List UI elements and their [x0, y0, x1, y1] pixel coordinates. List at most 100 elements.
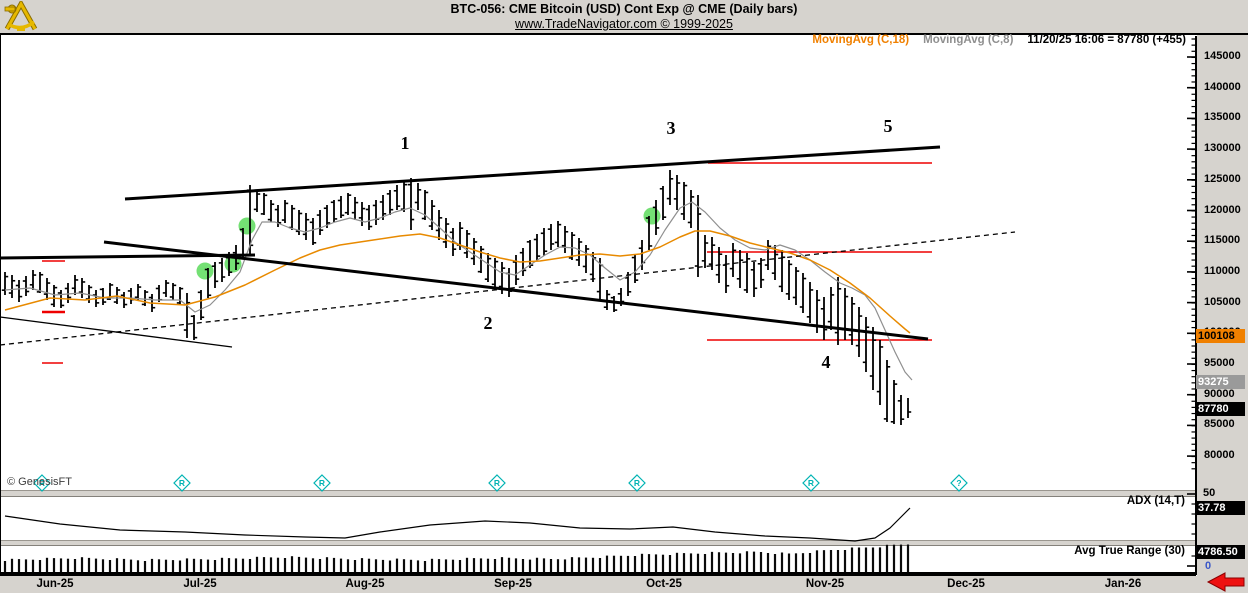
elliott-wave-label: 4: [822, 352, 831, 372]
atr-histogram-bar: [416, 560, 420, 575]
atr-histogram-bar: [829, 550, 833, 575]
atr-histogram-bar: [570, 557, 574, 575]
atr-histogram-bar: [430, 558, 434, 575]
atr-histogram-bar: [164, 559, 168, 575]
elliott-wave-label: 5: [884, 116, 893, 136]
atr-histogram-bar: [444, 559, 448, 575]
adx-value-badge: 37.78: [1196, 501, 1245, 515]
atr-histogram-bar: [577, 557, 581, 575]
trendline-declining-support: [103, 240, 929, 341]
atr-histogram-bar: [157, 559, 161, 575]
atr-histogram-bar: [773, 554, 777, 575]
atr-histogram-bar: [360, 558, 364, 575]
atr-histogram-bar: [682, 553, 686, 575]
adx-panel-label: ADX (14,T): [1126, 495, 1185, 507]
signal-dot: [643, 207, 661, 225]
atr-histogram-bar: [465, 557, 469, 575]
header-bar: BTC-056: CME Bitcoin (USD) Cont Exp @ CM…: [0, 0, 1248, 35]
atr-histogram-bar: [563, 559, 567, 575]
atr-histogram-bar: [458, 560, 462, 575]
atr-scale-label: 0: [1205, 560, 1212, 572]
atr-histogram-bar: [871, 547, 875, 575]
atr-histogram-bar: [318, 559, 322, 575]
ma18-legend-label[interactable]: MovingAvg (C,18): [812, 34, 910, 46]
atr-histogram-bar: [675, 552, 679, 575]
atr-histogram-bar: [794, 553, 798, 575]
atr-histogram-bar: [3, 561, 7, 575]
atr-histogram-bar: [143, 561, 147, 575]
elliott-wave-label: 1: [401, 133, 410, 153]
atr-histogram-bar: [696, 553, 700, 575]
atr-histogram-bar: [24, 559, 28, 575]
atr-histogram-bar: [507, 557, 511, 575]
price-axis-strip: [1197, 35, 1248, 576]
elliott-wave-label: 2: [484, 313, 493, 333]
atr-histogram-bar: [311, 558, 315, 575]
diamond-glyph: R: [39, 478, 45, 488]
atr-histogram-bar: [472, 558, 476, 575]
atr-histogram-bar: [738, 553, 742, 575]
panel-divider: [0, 490, 1197, 497]
atr-histogram-bar: [647, 554, 651, 575]
atr-histogram-bar: [906, 544, 910, 575]
atr-histogram-bar: [864, 547, 868, 575]
atr-histogram-bar: [178, 560, 182, 575]
atr-histogram-bar: [262, 557, 266, 575]
atr-histogram-bar: [87, 557, 91, 575]
atr-histogram-bar: [10, 558, 14, 575]
atr-histogram-bar: [892, 544, 896, 575]
atr-histogram-bar: [346, 559, 350, 575]
atr-histogram-bar: [780, 552, 784, 575]
atr-histogram-bar: [836, 550, 840, 575]
atr-histogram-bar: [689, 553, 693, 575]
atr-histogram-bar: [899, 544, 903, 575]
atr-histogram-bar: [815, 550, 819, 575]
atr-histogram-bar: [290, 556, 294, 575]
atr-histogram-bar: [332, 557, 336, 575]
atr-histogram-bar: [304, 557, 308, 575]
atr-histogram-bar: [220, 557, 224, 575]
tradenavigator-link[interactable]: www.TradeNavigator.com © 1999-2025: [515, 17, 733, 31]
genesisft-copyright: © GenesisFT: [7, 476, 72, 488]
atr-histogram-bar: [325, 557, 329, 575]
ma8-line: [4, 201, 913, 381]
atr-histogram-bar: [108, 560, 112, 575]
atr-histogram-bar: [612, 555, 616, 575]
atr-histogram-bar: [31, 559, 35, 575]
atr-histogram-bar: [45, 557, 49, 575]
atr-histogram-bar: [878, 547, 882, 575]
atr-histogram-bar: [17, 559, 21, 575]
atr-histogram-bar: [661, 554, 665, 575]
atr-histogram-bar: [171, 560, 175, 575]
atr-histogram-bar: [150, 558, 154, 575]
atr-histogram-bar: [808, 553, 812, 575]
atr-histogram-bar: [640, 553, 644, 575]
atr-histogram-bar: [192, 558, 196, 575]
atr-histogram-bar: [206, 559, 210, 575]
chart-title: BTC-056: CME Bitcoin (USD) Cont Exp @ CM…: [450, 2, 798, 16]
atr-histogram-bar: [234, 558, 238, 575]
ma18-price-badge: 100108: [1196, 329, 1245, 343]
atr-histogram-bar: [717, 552, 721, 575]
atr-histogram-bar: [850, 547, 854, 575]
atr-histogram-bar: [374, 559, 378, 575]
atr-value-badge: 4786.50: [1196, 545, 1245, 559]
diamond-glyph: R: [494, 478, 500, 488]
atr-histogram-bar: [605, 555, 609, 575]
atr-histogram-bar: [787, 553, 791, 575]
scroll-left-arrow-icon[interactable]: [1204, 570, 1248, 593]
diamond-glyph: R: [808, 478, 814, 488]
atr-histogram-bar: [101, 559, 105, 575]
atr-histogram-bar: [535, 557, 539, 575]
atr-histogram-bar: [626, 555, 630, 575]
atr-histogram-bar: [598, 558, 602, 575]
atr-histogram-bar: [668, 555, 672, 575]
atr-histogram-bar: [52, 558, 56, 575]
atr-histogram-bar: [38, 560, 42, 575]
atr-histogram-bar: [703, 554, 707, 575]
atr-histogram-bar: [514, 558, 518, 575]
atr-histogram-bar: [542, 558, 546, 575]
ma8-legend-label[interactable]: MovingAvg (C,8): [923, 34, 1014, 46]
atr-histogram-bar: [479, 558, 483, 575]
atr-histogram-bar: [276, 557, 280, 575]
